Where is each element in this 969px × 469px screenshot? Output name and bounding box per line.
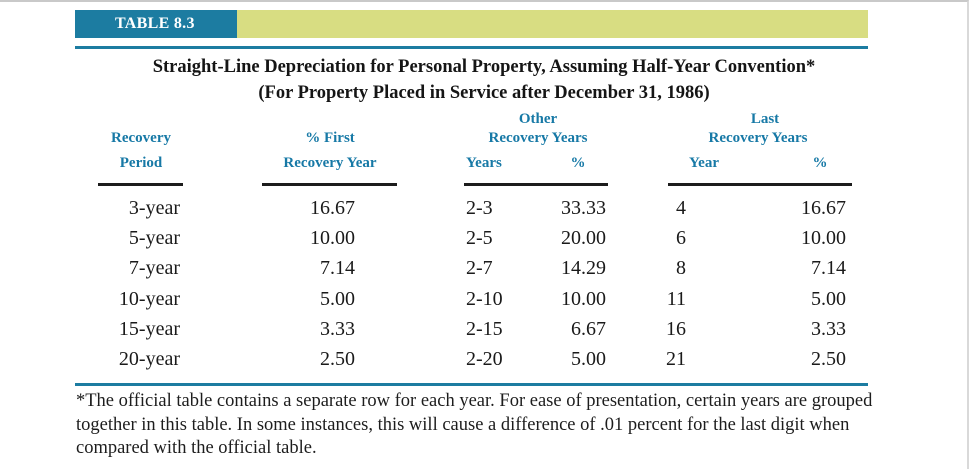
- cell-other-pct: 10.00: [561, 288, 606, 310]
- cell-recovery-period: 20-year: [118, 348, 180, 370]
- header-underline-period: [98, 183, 183, 186]
- cell-last-pct: 5.00: [811, 288, 846, 310]
- cell-last-pct: 10.00: [801, 227, 846, 249]
- accent-bar: [237, 10, 868, 38]
- table-row: 7-year 7.14 2-7 14.29 8 7.14: [98, 256, 856, 282]
- table-number-label: TABLE 8.3: [115, 15, 195, 32]
- table-title-line2: (For Property Placed in Service after De…: [258, 82, 710, 103]
- group-header-other-line2: Recovery Years: [488, 130, 588, 146]
- cell-other-years: 2-20: [466, 348, 503, 370]
- table-row: 5-year 10.00 2-5 20.00 6 10.00: [98, 226, 856, 252]
- cell-other-pct: 14.29: [561, 257, 606, 279]
- cell-other-years: 2-10: [466, 288, 503, 310]
- table-row: 3-year 16.67 2-3 33.33 4 16.67: [98, 196, 856, 222]
- cell-recovery-period: 10-year: [118, 288, 180, 310]
- cell-first-year-pct: 5.00: [320, 288, 355, 310]
- cell-last-pct: 16.67: [801, 197, 846, 219]
- col-header-recovery-year: Recovery Year: [283, 155, 377, 171]
- header-underline-first: [262, 183, 397, 186]
- header-rule: [75, 46, 868, 49]
- cell-other-years: 2-3: [466, 197, 493, 219]
- cell-other-pct: 33.33: [561, 197, 606, 219]
- sub-header-other-years: Years: [466, 155, 502, 171]
- cell-last-year: 11: [666, 288, 686, 310]
- cell-last-year: 6: [676, 227, 686, 249]
- cell-recovery-period: 3-year: [128, 197, 180, 219]
- col-header-period: Period: [119, 155, 163, 171]
- table-title-line1: Straight-Line Depreciation for Personal …: [152, 57, 816, 77]
- table-number-tab: TABLE 8.3: [75, 10, 237, 38]
- cell-recovery-period: 5-year: [128, 227, 180, 249]
- cell-recovery-period: 15-year: [118, 318, 180, 340]
- group-header-last-line2: Recovery Years: [708, 130, 808, 146]
- cell-first-year-pct: 7.14: [320, 257, 355, 279]
- cell-other-years: 2-15: [466, 318, 503, 340]
- cell-first-year-pct: 3.33: [320, 318, 355, 340]
- cell-first-year-pct: 2.50: [320, 348, 355, 370]
- cell-other-years: 2-5: [466, 227, 493, 249]
- group-header-last: Last: [750, 111, 780, 127]
- cell-other-years: 2-7: [466, 257, 493, 279]
- sub-header-last-year: Year: [689, 155, 719, 171]
- table-title: Straight-Line Depreciation for Personal …: [98, 55, 870, 106]
- table-row: 10-year 5.00 2-10 10.00 11 5.00: [98, 287, 856, 313]
- sub-header-last-pct: %: [812, 155, 828, 171]
- col-header-first-pct: % First: [305, 130, 355, 146]
- cell-other-pct: 5.00: [571, 348, 606, 370]
- cell-last-pct: 2.50: [811, 348, 846, 370]
- cell-other-pct: 20.00: [561, 227, 606, 249]
- col-header-recovery: Recovery: [111, 130, 171, 146]
- cell-last-year: 4: [676, 197, 686, 219]
- sub-header-other-pct: %: [570, 155, 586, 171]
- group-header-other: Other: [518, 111, 558, 127]
- table-footnote: *The official table contains a separate …: [76, 391, 873, 458]
- header-underline-other: [464, 183, 608, 186]
- header-underline-last: [668, 183, 852, 186]
- footer-rule: [75, 383, 868, 386]
- table-row: 15-year 3.33 2-15 6.67 16 3.33: [98, 317, 856, 343]
- cell-last-year: 21: [666, 348, 686, 370]
- cell-first-year-pct: 16.67: [310, 197, 355, 219]
- cell-last-pct: 7.14: [811, 257, 846, 279]
- table-row: 20-year 2.50 2-20 5.00 21 2.50: [98, 347, 856, 373]
- cell-other-pct: 6.67: [571, 318, 606, 340]
- cell-recovery-period: 7-year: [128, 257, 180, 279]
- cell-first-year-pct: 10.00: [310, 227, 355, 249]
- cell-last-year: 16: [666, 318, 686, 340]
- cell-last-year: 8: [676, 257, 686, 279]
- cell-last-pct: 3.33: [811, 318, 846, 340]
